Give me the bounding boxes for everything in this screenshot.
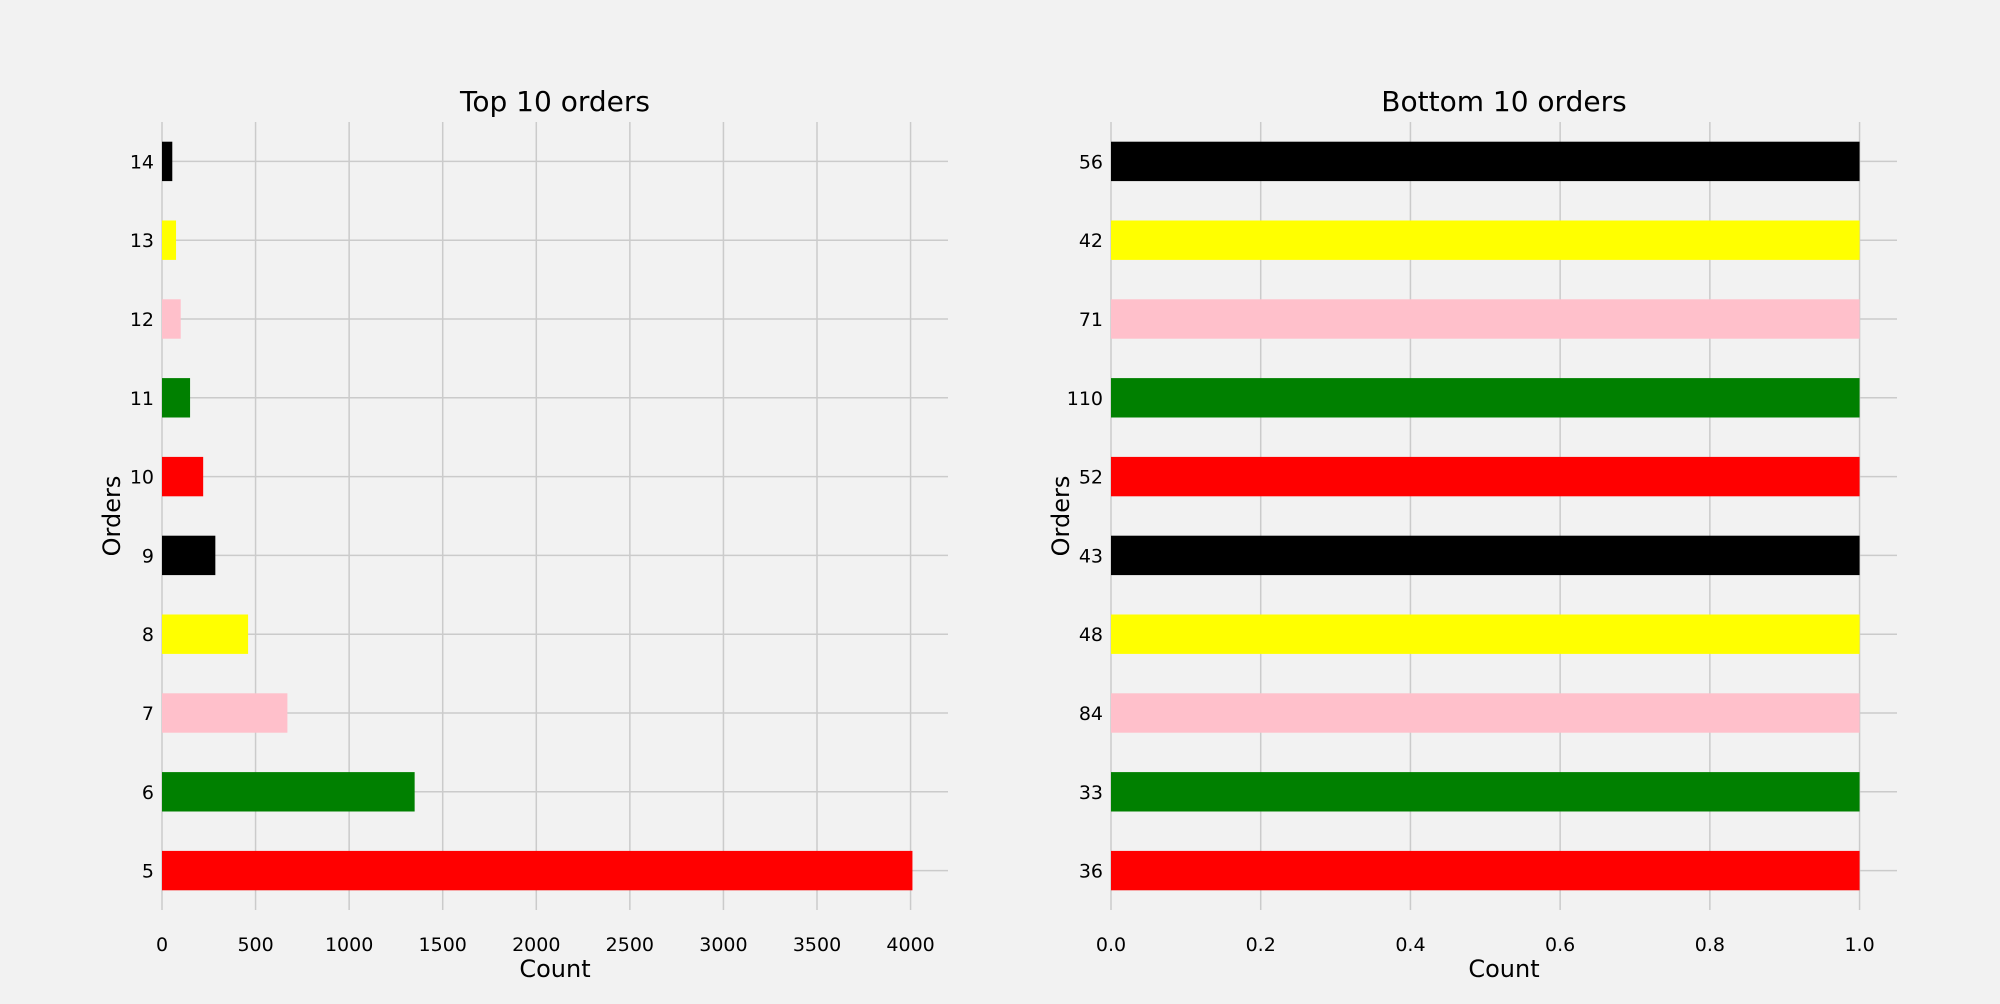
- y-tick-label: 43: [1079, 545, 1103, 567]
- bar-11: [162, 378, 191, 418]
- bottom-orders-chart: Bottom 10 orders Count Orders 0.0 0.2 0.4 0…: [1047, 85, 1897, 983]
- y-axis-label: Orders: [98, 476, 126, 557]
- bar-36: [1111, 850, 1860, 891]
- bars: [1111, 141, 1860, 891]
- x-tick-label: 0.0: [1096, 934, 1126, 956]
- x-tick-label: 3500: [793, 934, 841, 956]
- x-tick-label: 0: [156, 934, 168, 956]
- x-tick-label: 4000: [886, 934, 934, 956]
- bars: [162, 141, 913, 891]
- x-tick-label: 500: [237, 934, 273, 956]
- y-tick-label: 6: [142, 782, 154, 804]
- bar-14: [162, 141, 173, 182]
- y-tick-label: 9: [142, 545, 154, 567]
- y-tick-label: 5: [142, 861, 154, 883]
- bar-12: [162, 299, 181, 339]
- y-ticks: 36 33 84 48 43 52 110 71 42 56: [1067, 151, 1103, 882]
- x-tick-label: 1500: [419, 934, 467, 956]
- x-ticks: 0 500 1000 1500 2000 2500 3000 3500 4000: [156, 934, 935, 956]
- x-tick-label: 0.4: [1395, 934, 1425, 956]
- bar-110: [1111, 378, 1860, 418]
- x-tick-label: 0.8: [1695, 934, 1725, 956]
- bar-33: [1111, 772, 1860, 812]
- y-tick-label: 7: [142, 703, 154, 725]
- x-tick-label: 2500: [606, 934, 654, 956]
- y-ticks: 5 6 7 8 9 10 11 12 13 14: [130, 151, 154, 882]
- bar-71: [1111, 299, 1860, 339]
- bar-10: [162, 456, 204, 497]
- y-axis-label: Orders: [1047, 476, 1075, 557]
- y-tick-label: 56: [1079, 151, 1103, 173]
- x-ticks: 0.0 0.2 0.4 0.6 0.8 1.0: [1096, 934, 1875, 956]
- bar-48: [1111, 614, 1860, 654]
- y-tick-label: 36: [1079, 861, 1103, 883]
- y-tick-label: 13: [130, 230, 154, 252]
- x-axis-label: Count: [1468, 955, 1539, 983]
- bar-43: [1111, 535, 1860, 576]
- y-tick-label: 33: [1079, 782, 1103, 804]
- y-tick-label: 52: [1079, 467, 1103, 489]
- y-tick-label: 48: [1079, 624, 1103, 646]
- x-axis-label: Count: [519, 955, 590, 983]
- y-tick-label: 8: [142, 624, 154, 646]
- x-tick-label: 1.0: [1844, 934, 1874, 956]
- bar-84: [1111, 693, 1860, 733]
- bar-8: [162, 614, 249, 654]
- chart-title: Bottom 10 orders: [1381, 85, 1626, 118]
- x-tick-label: 0.2: [1246, 934, 1276, 956]
- x-tick-label: 3000: [699, 934, 747, 956]
- y-tick-label: 84: [1079, 703, 1103, 725]
- bar-13: [162, 220, 177, 260]
- bar-56: [1111, 141, 1860, 182]
- y-tick-label: 14: [130, 151, 154, 173]
- x-tick-label: 2000: [512, 934, 560, 956]
- y-tick-label: 10: [130, 467, 154, 489]
- y-tick-label: 110: [1067, 388, 1103, 410]
- bar-42: [1111, 220, 1860, 260]
- bar-52: [1111, 456, 1860, 497]
- bar-5: [162, 850, 913, 891]
- top-orders-chart: Top 10 orders Count Orders 0 500 1000 1500 2…: [98, 85, 948, 983]
- y-tick-label: 42: [1079, 230, 1103, 252]
- y-tick-label: 11: [130, 388, 154, 410]
- bar-6: [162, 772, 415, 812]
- y-tick-label: 71: [1079, 309, 1103, 331]
- chart-title: Top 10 orders: [459, 85, 650, 118]
- x-tick-label: 1000: [325, 934, 373, 956]
- bar-7: [162, 693, 288, 733]
- y-tick-label: 12: [130, 309, 154, 331]
- bar-9: [162, 535, 216, 576]
- x-tick-label: 0.6: [1545, 934, 1575, 956]
